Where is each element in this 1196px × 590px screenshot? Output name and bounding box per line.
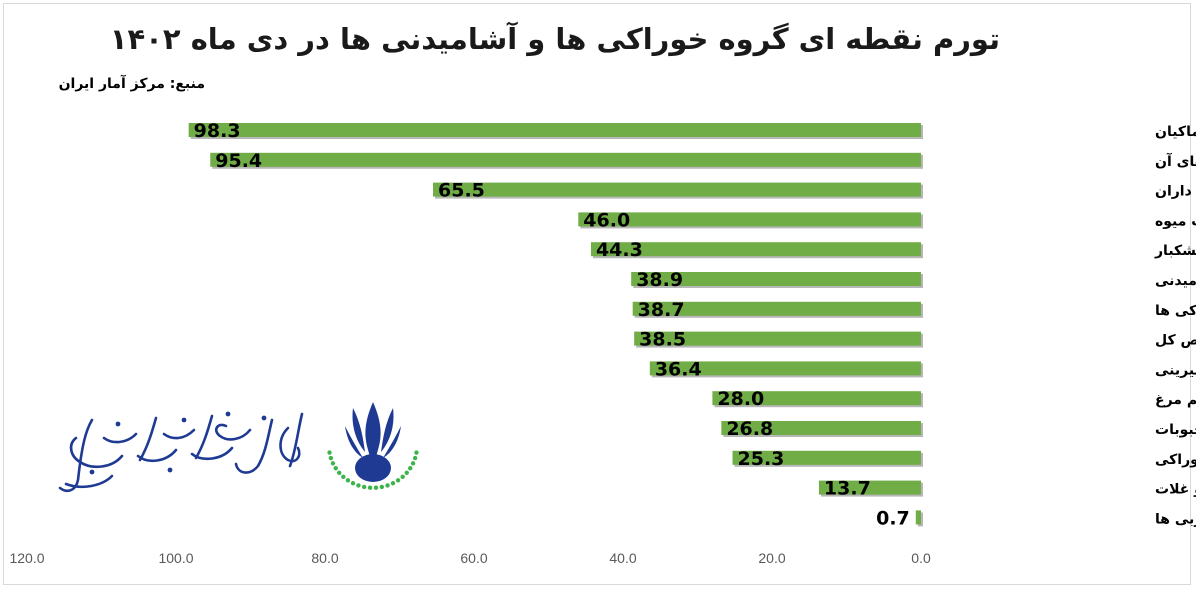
data-label: 0.7: [876, 507, 910, 529]
emblem-star: [337, 470, 342, 475]
bar: [188, 123, 922, 137]
category-label: شکر، مربا، عسل، شکلات و شیرینی: [1155, 362, 1196, 378]
category-label: میوه و خشکبار: [1154, 243, 1196, 259]
emblem-star: [356, 483, 361, 488]
category-label: شاخص خوراکی ها: [1155, 303, 1196, 319]
bar: [732, 450, 921, 465]
emblem-star: [379, 484, 385, 490]
data-label: 25.3: [738, 448, 785, 470]
emblem-star: [327, 450, 332, 455]
x-tick-label: 60.0: [460, 550, 487, 566]
emblem-star: [345, 478, 351, 483]
emblem-star: [330, 461, 336, 466]
x-tick-label: 80.0: [311, 550, 338, 566]
category-label: گوشت قرمز و گوشت ماکیان: [1155, 123, 1196, 140]
chart-title: تورم نقطه ای گروه خوراکی ها و آشامیدنی ه…: [109, 22, 1000, 56]
emblem-star: [361, 484, 367, 490]
emblem-star: [390, 481, 396, 486]
x-tick-label: 0.0: [911, 550, 931, 566]
bar: [433, 182, 921, 197]
bar: [818, 480, 921, 495]
bar: [631, 272, 921, 286]
data-label: 98.3: [194, 120, 241, 142]
bar: [578, 212, 921, 227]
emblem-star: [408, 466, 413, 471]
emblem-star: [412, 455, 418, 461]
emblem-star: [328, 455, 334, 461]
association-emblem-icon: [327, 402, 419, 490]
bar: [632, 301, 921, 316]
bar: [210, 152, 921, 167]
data-label: 26.8: [726, 418, 773, 440]
emblem-star: [414, 450, 419, 455]
x-tick-label: 100.0: [158, 550, 193, 566]
category-label: چای، قهوه، کاکائو، نوشابه و آب میوه: [1155, 211, 1196, 229]
emblem-star: [350, 481, 356, 486]
data-label: 38.9: [636, 269, 683, 291]
emblem-star: [367, 485, 373, 490]
category-label: شاخص کل: [1155, 333, 1196, 349]
emblem-star: [341, 474, 346, 480]
bar: [721, 421, 921, 435]
data-label: 38.7: [638, 299, 685, 321]
emblem-star: [395, 478, 401, 483]
x-tick-label: 40.0: [609, 550, 636, 566]
data-label: 13.7: [824, 478, 871, 500]
category-label: ماهی ها و صدف داران: [1155, 184, 1196, 200]
association-calligraphy-logo: [58, 411, 304, 493]
category-label: سایر محصولات خوراکی: [1155, 452, 1196, 468]
emblem-star: [385, 483, 390, 488]
data-label: 38.5: [639, 329, 686, 351]
data-label: 28.0: [717, 388, 764, 410]
chart-frame: [3, 3, 1191, 585]
data-label: 46.0: [583, 209, 630, 231]
x-tick-label: 120.0: [9, 550, 44, 566]
emblem-star: [333, 466, 338, 471]
emblem-star: [410, 461, 416, 466]
data-label: 95.4: [215, 150, 262, 172]
category-label: نان و غلات: [1155, 482, 1196, 498]
bar: [712, 391, 921, 406]
category-label: سبزیجات و حبوبات: [1155, 422, 1196, 438]
source-note: منبع: مرکز آمار ایران: [58, 76, 205, 92]
category-label: شیر، پنیر و تخم مرغ: [1155, 392, 1196, 408]
data-label: 36.4: [655, 358, 702, 380]
emblem-star: [404, 470, 409, 475]
bar: [915, 510, 921, 525]
data-label: 65.5: [438, 180, 485, 202]
category-label: گوشت قرمز، سفید و فرآورده های آن: [1155, 152, 1196, 170]
emblem-star: [373, 485, 379, 490]
bar: [649, 361, 921, 376]
x-tick-label: 20.0: [758, 550, 785, 566]
emblem-star: [400, 474, 405, 480]
category-label: شاخص خوراکی ها و آشامیدنی: [1155, 271, 1196, 289]
data-label: 44.3: [596, 239, 643, 261]
bar: [590, 242, 921, 257]
bar: [634, 331, 921, 346]
category-label: روغن ها و چربی ها: [1155, 511, 1196, 527]
